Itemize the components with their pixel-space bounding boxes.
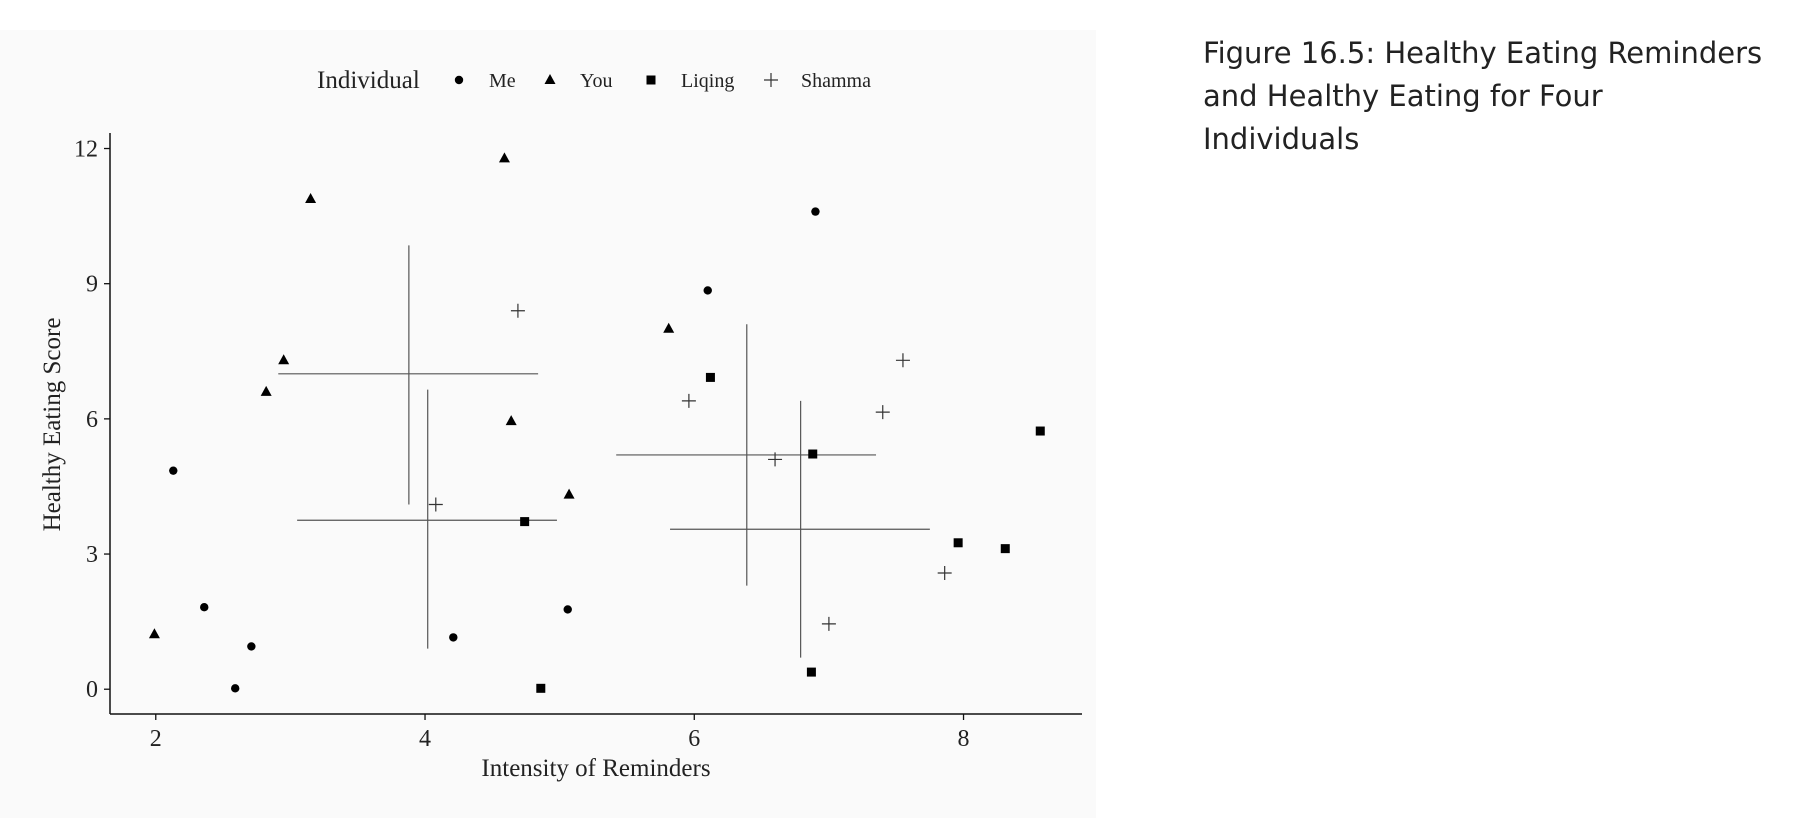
point-shamma (937, 565, 952, 580)
point-liqing (1035, 426, 1045, 436)
legend-title: Individual (317, 67, 420, 94)
point-you (498, 152, 510, 163)
figure-caption: Figure 16.5: Healthy Eating Reminders an… (1203, 36, 1763, 156)
point-shamma (428, 497, 443, 512)
y-tick-label: 6 (86, 407, 98, 433)
chart-panel (0, 30, 1096, 818)
legend-label-shamma: Shamma (801, 70, 871, 92)
point-me (563, 605, 572, 614)
scatter-chart: 2 4 6 8 0 3 6 9 12 Intensity of Reminders Healthy … (39, 67, 1082, 782)
point-liqing (520, 517, 530, 527)
y-tick-label: 0 (86, 677, 98, 703)
x-axis-title: Intensity of Reminders (481, 755, 710, 782)
point-you (148, 628, 160, 639)
point-you (305, 192, 317, 203)
point-shamma (875, 405, 890, 420)
legend-key-liqing (646, 75, 656, 85)
point-shamma (768, 452, 783, 467)
point-liqing (705, 372, 715, 382)
legend-key-shamma (764, 73, 778, 87)
legend-label-me: Me (489, 70, 516, 92)
point-liqing (536, 683, 546, 693)
x-tick-label: 4 (419, 726, 431, 752)
x-tick-label: 8 (958, 726, 970, 752)
point-me (231, 684, 240, 693)
point-you (663, 322, 675, 333)
point-liqing (1000, 544, 1010, 554)
point-shamma (681, 393, 696, 408)
point-you (563, 488, 575, 499)
x-tick-label: 2 (150, 726, 162, 752)
point-you (505, 415, 517, 426)
point-liqing (953, 538, 963, 548)
y-axis-title: Healthy Eating Score (39, 318, 66, 532)
y-tick-label: 12 (74, 137, 98, 163)
point-shamma (895, 353, 910, 368)
y-tick-label: 9 (86, 272, 98, 298)
point-you (278, 354, 290, 365)
x-tick-label: 6 (688, 726, 700, 752)
point-me (703, 286, 712, 295)
y-tick-label: 3 (86, 542, 98, 568)
legend-label-liqing: Liqing (681, 70, 734, 92)
point-shamma (821, 616, 836, 631)
point-you (260, 385, 272, 396)
point-me (811, 207, 820, 216)
point-shamma (510, 303, 525, 318)
legend-key-me (454, 75, 464, 85)
point-liqing (808, 449, 818, 459)
point-me (169, 466, 178, 475)
legend-label-you: You (580, 70, 612, 92)
point-me (449, 633, 458, 642)
point-liqing (806, 667, 816, 677)
point-me (200, 603, 209, 612)
point-me (247, 642, 256, 651)
legend-key-you (544, 74, 556, 84)
